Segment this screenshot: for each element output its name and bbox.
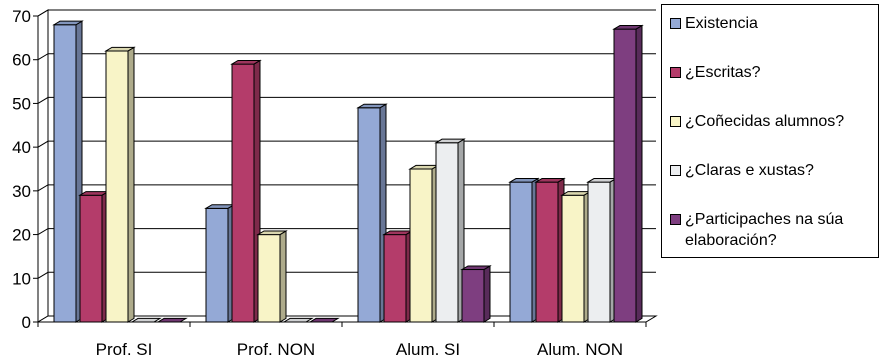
bar [534, 177, 566, 323]
bar [104, 46, 136, 323]
y-tick-label: 20 [12, 226, 31, 245]
y-axis: 0 10 20 30 40 50 60 70 [12, 7, 39, 332]
y-tick-label: 70 [12, 7, 31, 26]
legend-item-escritas: ¿Escritas? [670, 62, 881, 83]
bar [434, 138, 466, 323]
legend-label: ¿Escritas? [685, 64, 761, 81]
bar-chart: 0 10 20 30 40 50 60 70 Prof. SI Prof. NON Alum. S… [12, 7, 658, 359]
x-category-label: Alum. SI [396, 340, 460, 359]
legend-label: ¿Participaches na súa elaboración? [685, 211, 844, 249]
y-tick-label: 50 [12, 94, 31, 113]
bar [52, 20, 84, 323]
legend-swatch [670, 67, 681, 78]
bar [586, 177, 618, 323]
bar [130, 317, 162, 323]
bars [52, 20, 644, 323]
x-category-label: Prof. NON [237, 340, 315, 359]
gridline [37, 53, 656, 61]
legend-label: ¿Coñecidas alumnos? [685, 113, 845, 130]
legend-swatch [670, 116, 681, 127]
bar [230, 59, 262, 323]
bar [382, 230, 414, 323]
bar [408, 164, 440, 323]
bar [256, 230, 288, 323]
bar [508, 177, 540, 323]
y-tick-label: 60 [12, 51, 31, 70]
gridline [37, 96, 656, 104]
bar [356, 103, 388, 323]
y-tick-label: 0 [22, 313, 31, 332]
x-category-label: Alum. NON [537, 340, 623, 359]
legend: Existencia ¿Escritas? ¿Coñecidas alumnos… [661, 4, 879, 258]
bar [156, 317, 188, 323]
y-tick-label: 10 [12, 269, 31, 288]
legend-swatch [670, 18, 681, 29]
legend-item-conecidas: ¿Coñecidas alumnos? [670, 111, 881, 132]
bar [282, 317, 314, 323]
y-tick-label: 40 [12, 138, 31, 157]
legend-swatch [670, 214, 681, 225]
bar [204, 203, 236, 323]
bar [560, 190, 592, 323]
x-category-label: Prof. SI [96, 340, 153, 359]
legend-item-claras: ¿Claras e xustas? [670, 160, 881, 181]
legend-label: Existencia [685, 15, 758, 32]
x-axis: Prof. SI Prof. NON Alum. SI Alum. NON [37, 322, 647, 359]
bar [460, 265, 492, 323]
bar [308, 317, 340, 323]
bar [78, 190, 110, 323]
legend-item-participaches: ¿Participaches na súa elaboración? [670, 209, 881, 251]
gridline [37, 9, 656, 17]
legend-label: ¿Claras e xustas? [685, 162, 814, 179]
legend-swatch [670, 165, 681, 176]
legend-item-existencia: Existencia [670, 13, 881, 34]
bar [612, 24, 644, 323]
y-tick-label: 30 [12, 182, 31, 201]
